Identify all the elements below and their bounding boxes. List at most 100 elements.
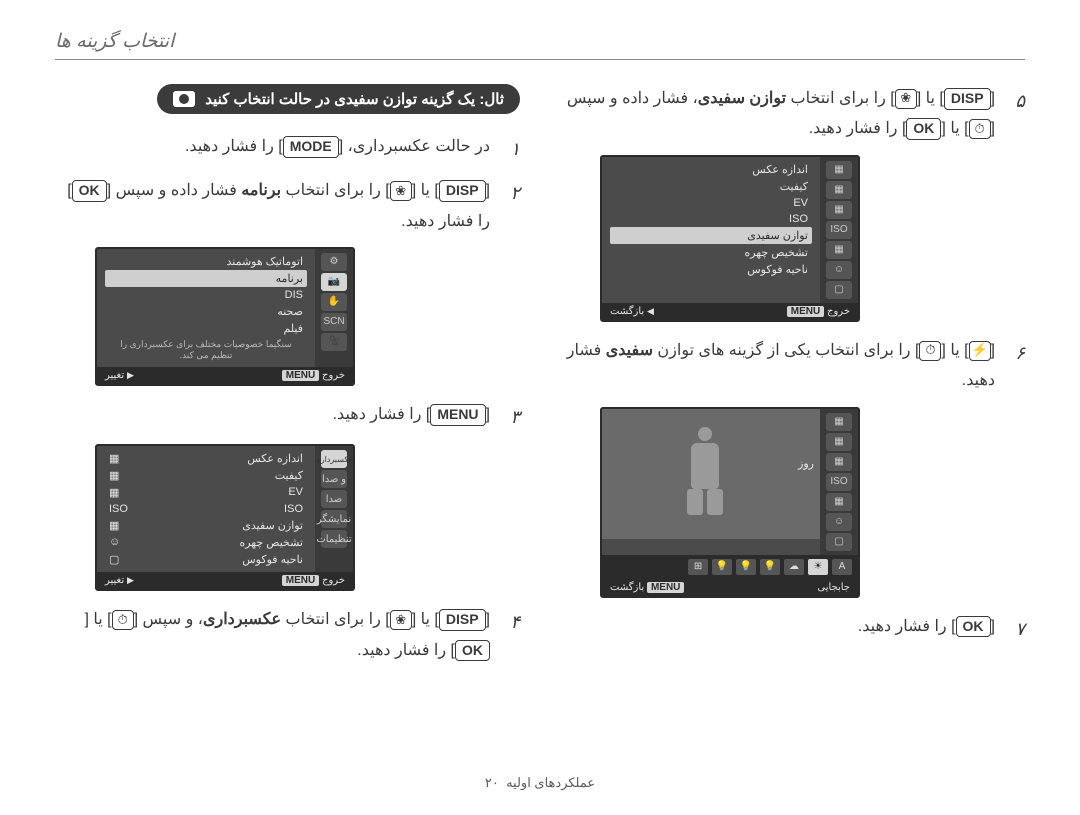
lcd-sidebar: ▦ ▦ ▦ ISO ▦ ☺ ▢ [820,409,858,555]
param-icon: ☺ [826,513,852,531]
wb-option-icon: 💡 [712,559,732,575]
mode-icon: 🎥 [321,333,347,351]
lcd-sidebar: عکسبرداری و صدا صدا نمایشگر تنظیمات [315,446,353,572]
param-icon: ☺ [826,261,852,279]
lcd-shooting-menu: عکسبرداری و صدا صدا نمایشگر تنظیمات اندا… [95,444,355,591]
list-item: EV▦ [105,484,307,501]
tab-icon: تنظیمات [321,530,347,548]
list-item: DIS [105,287,307,303]
example-header-label: ثال: یک گزینه توازن سفیدی در حالت انتخاب… [205,90,504,108]
camera-icon [173,91,195,107]
wb-option-icon: 💡 [760,559,780,575]
lcd-footer: جابجایی MENU بازگشت [602,579,858,596]
two-column-layout: ثال: یک گزینه توازن سفیدی در حالت انتخاب… [55,84,1025,676]
param-icon: ▦ [826,161,852,179]
step-5: ۵ [DISP] یا [] را برای انتخاب توازن سفید… [560,84,1025,145]
macro-icon [390,181,412,201]
lcd-footer: خروج MENU ◀ بازگشت [602,303,858,320]
lcd-wb-select: ▦ ▦ ▦ ISO ▦ ☺ ▢ اندازه عکس کیفیت EV ISO … [600,155,860,322]
disp-button: DISP [439,180,486,202]
step-num: ۴ [502,605,520,639]
ok-button: OK [906,118,941,140]
lcd-footer: خروج MENU ▶ تغییر [97,572,353,589]
param-icon: ▦ [826,181,852,199]
lcd-note: سنگیما خصوصیات مختلف برای عکسبرداری را ت… [105,337,307,363]
list-item: صحنه [105,303,307,320]
wb-option-icon: ⊞ [688,559,708,575]
param-icon: ▦ [826,453,852,471]
wb-option-icon: ☀ [808,559,828,575]
left-column: ۵ [DISP] یا [] را برای انتخاب توازن سفید… [560,84,1025,676]
wb-preview: روز [602,409,820,539]
param-icon: ▦ [826,433,852,451]
list-item: کیفیت▦ [105,467,307,484]
menu-button: MENU [430,404,485,426]
step-num: ۲ [502,176,520,210]
macro-icon [390,610,412,630]
lcd-mode-menu: ⚙ 📷 ✋ SCN 🎥 اتوماتیک هوشمند برنامه DIS ص… [95,247,355,386]
ok-button: OK [455,640,490,662]
step-3: ۳ [MENU] را فشار دهید. [55,400,520,434]
wb-option-strip: A ☀ ☁ 💡 💡 💡 ⊞ [602,555,858,579]
list-item: ISOISO [105,501,307,517]
wb-option-icon: ☁ [784,559,804,575]
list-item: ناحیه فوکوس▢ [105,551,307,568]
step-num: ۵ [1007,84,1025,118]
tab-icon: صدا [321,490,347,508]
person-silhouette [685,427,725,517]
timer-icon [969,119,991,139]
wb-label: روز [798,457,814,470]
mode-icon: SCN [321,313,347,331]
lcd-sidebar: ⚙ 📷 ✋ SCN 🎥 [315,249,353,367]
list-item: برنامه [105,270,307,287]
disp-button: DISP [439,609,486,631]
list-item: کیفیت [610,178,812,195]
list-item: ناحیه فوکوس [610,261,812,278]
mode-button: MODE [283,136,339,158]
step-num: ۷ [1007,612,1025,646]
param-icon: ▦ [826,241,852,259]
lcd-wb-preview: ▦ ▦ ▦ ISO ▦ ☺ ▢ روز A ☀ [600,407,860,598]
param-icon: ▢ [826,533,852,551]
param-icon: ▢ [826,281,852,299]
tab-icon: عکسبرداری [321,450,347,468]
mode-icon: ✋ [321,293,347,311]
step-num: ۳ [502,400,520,434]
mode-icon: 📷 [321,273,347,291]
ok-button: OK [72,180,107,202]
lcd-footer: خروج MENU ▶ تغییر [97,367,353,384]
step-num: ۶ [1007,336,1025,370]
param-icon: ▦ [826,493,852,511]
tab-icon: و صدا [321,470,347,488]
page-title: انتخاب گزینه ها [55,30,1025,60]
list-item: توازن سفیدی [610,227,812,244]
param-icon: ▦ [826,201,852,219]
disp-button: DISP [944,88,991,110]
step-6: ۶ [⚡] یا [] را برای انتخاب یکی از گزینه … [560,336,1025,397]
mode-icon: ⚙ [321,253,347,271]
tab-icon: نمایشگر [321,510,347,528]
list-item: تشخیص چهره [610,244,812,261]
list-item: اندازه عکس▦ [105,450,307,467]
wb-option-icon: A [832,559,852,575]
list-item: توازن سفیدی▦ [105,517,307,534]
param-icon: ISO [826,473,852,491]
page-footer: عملکردهای اولیه ۲۰ [0,775,1080,791]
list-item: EV [610,195,812,211]
macro-icon [895,89,917,109]
ok-button: OK [956,616,991,638]
example-header: ثال: یک گزینه توازن سفیدی در حالت انتخاب… [157,84,520,114]
list-item: ISO [610,211,812,227]
list-item: اندازه عکس [610,161,812,178]
timer-icon [919,341,941,361]
step-num: ۱ [502,132,520,166]
right-column: ثال: یک گزینه توازن سفیدی در حالت انتخاب… [55,84,520,676]
param-icon: ISO [826,221,852,239]
list-item: تشخیص چهره☺ [105,534,307,551]
lcd-sidebar: ▦ ▦ ▦ ISO ▦ ☺ ▢ [820,157,858,303]
timer-icon [112,610,134,630]
step-2: ۲ [DISP] یا [] را برای انتخاب برنامه فشا… [55,176,520,237]
step-7: ۷ [OK] را فشار دهید. [560,612,1025,646]
list-item: فیلم [105,320,307,337]
param-icon: ▦ [826,413,852,431]
